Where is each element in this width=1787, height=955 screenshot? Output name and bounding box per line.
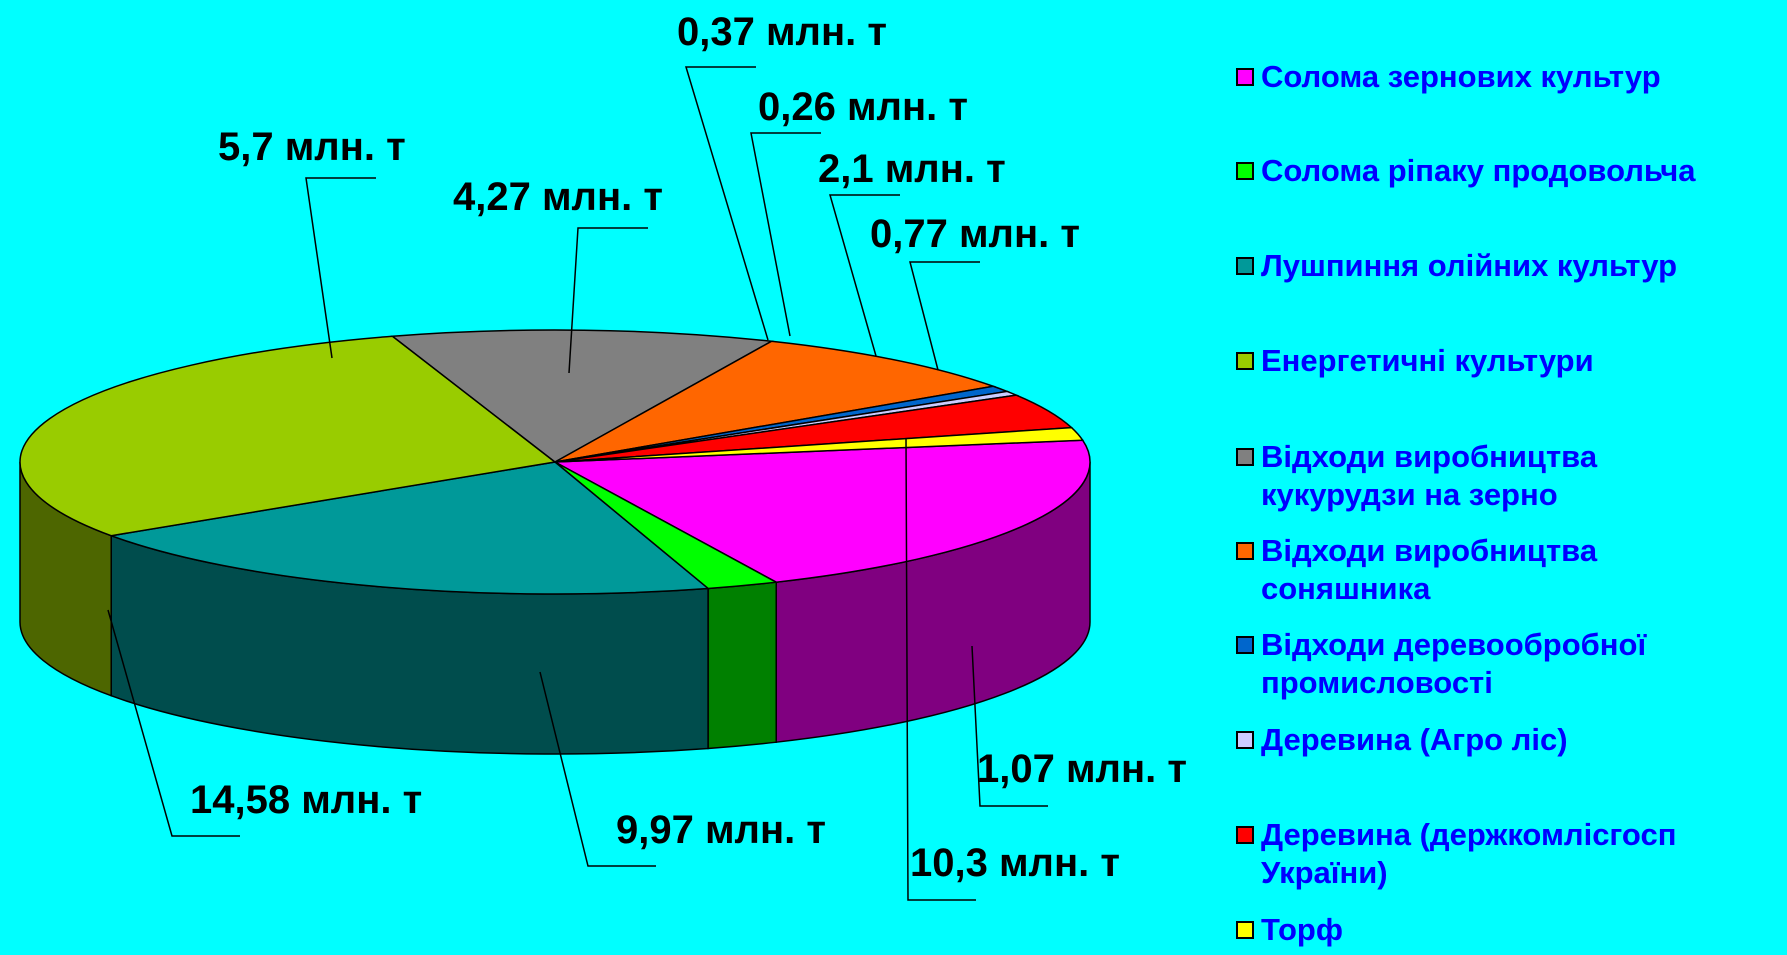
leader-line-5 [305,177,376,359]
legend-label: Солома ріпаку продовольча [1261,153,1696,188]
legend-item: Солома зернових культур [1236,58,1661,96]
legend-swatch [1236,68,1254,86]
leader-line-3 [539,671,656,867]
legend-swatch [1236,162,1254,180]
pie-slice-4 [19,335,557,537]
legend-label: Відходи виробництва кукурудзи на зерно [1261,439,1598,512]
pie-tops [19,329,1091,595]
leader-line-4 [107,609,240,837]
pie-slice-1 [552,439,1091,583]
data-label-1: 10,3 млн. т [910,841,1120,885]
leader-line-10 [909,261,980,371]
legend-item: Лушпиння олійних культур [1236,247,1677,285]
legend-label: Торф [1261,912,1343,947]
legend-item: Деревина (держкомлісгосп України) [1236,816,1676,892]
leader-lines [107,66,1048,901]
data-label-5: 5,7 млн. т [218,125,406,169]
pie-slice-6 [554,340,997,463]
data-label-4: 14,58 млн. т [190,778,422,822]
legend-item: Відходи виробництва соняшника [1236,532,1597,608]
pie-slice-10 [554,426,1085,463]
data-label-10: 0,77 млн. т [870,212,1080,256]
pie-slice-3 [108,461,710,595]
legend-item: Солома ріпаку продовольча [1236,152,1696,190]
legend-item: Торф [1236,911,1343,949]
data-labels: 10,3 млн. т 1,07 млн. т 9,97 млн. т 14,58 м… [190,10,1187,885]
data-label-6: 4,27 млн. т [453,175,663,219]
legend-label: Деревина (держкомлісгосп України) [1261,817,1677,890]
legend-swatch [1236,826,1254,844]
legend-label: Енергетичні культури [1261,343,1594,378]
data-label-3: 9,97 млн. т [616,808,826,852]
legend-label: Відходи деревообробної промисловості [1261,627,1647,700]
legend-label: Деревина (Агро ліс) [1261,722,1568,757]
data-label-2: 1,07 млн. т [977,747,1187,791]
data-label-7: 0,37 млн. т [677,10,887,54]
legend-swatch [1236,352,1254,370]
leader-line-2 [971,645,1048,807]
leader-line-9 [829,194,900,357]
legend-item: Відходи виробництва кукурудзи на зерно [1236,438,1597,514]
legend-swatch [1236,448,1254,466]
legend-label: Відходи виробництва соняшника [1261,533,1598,606]
pie-sides [19,461,1091,755]
legend-label: Лушпиння олійних культур [1261,248,1678,283]
legend-swatch [1236,257,1254,275]
legend-swatch [1236,921,1254,939]
pie-slice-5 [390,329,774,463]
data-label-8: 0,26 млн. т [758,85,968,129]
legend-item: Деревина (Агро ліс) [1236,721,1568,759]
leader-line-6 [568,227,648,374]
legend-swatch [1236,731,1254,749]
data-label-9: 2,1 млн. т [818,147,1006,191]
leader-line-8 [750,132,821,337]
leader-line-7 [684,66,769,341]
legend-swatch [1236,542,1254,560]
pie-side-2 [707,581,777,750]
legend-item: Відходи деревообробної промисловості [1236,626,1646,702]
legend-item: Енергетичні культури [1236,342,1594,380]
legend-label: Солома зернових культур [1261,59,1661,94]
legend-swatch [1236,636,1254,654]
leader-line-1 [905,437,976,901]
